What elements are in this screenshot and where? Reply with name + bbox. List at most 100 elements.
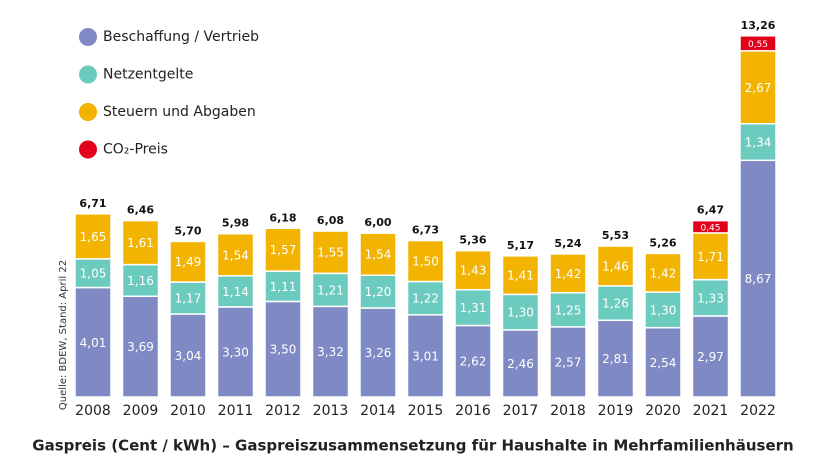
segment-label: 1,65 xyxy=(80,230,107,244)
segment-label: 1,54 xyxy=(222,248,249,262)
bar-segment xyxy=(311,230,350,275)
bar-segment xyxy=(739,35,777,52)
bar-segment xyxy=(359,307,397,398)
bar-segment xyxy=(549,291,587,328)
bar-segment xyxy=(501,293,540,331)
x-tick-label: 2012 xyxy=(265,403,301,419)
segment-label: 1,26 xyxy=(602,297,629,311)
chart-title: Gaspreis (Cent / kWh) – Gaspreiszusammen… xyxy=(32,437,793,455)
segment-label: 3,32 xyxy=(317,345,344,359)
total-label: 6,08 xyxy=(317,214,344,227)
bar-segment xyxy=(406,239,445,283)
segment-label: 3,01 xyxy=(412,349,439,363)
bar-segment xyxy=(596,245,635,287)
bar-segment xyxy=(264,300,302,398)
total-label: 6,18 xyxy=(269,211,296,224)
bar-segment xyxy=(644,252,682,293)
segment-label: 1,30 xyxy=(507,306,534,320)
segment-label: 3,04 xyxy=(175,349,202,363)
bar-segment xyxy=(121,295,160,398)
bar-segment xyxy=(311,305,350,398)
segment-label: 1,43 xyxy=(460,264,487,278)
segment-label: 1,30 xyxy=(650,303,677,317)
segment-label: 2,54 xyxy=(650,356,677,370)
bar-segment xyxy=(216,275,255,308)
bar-segment xyxy=(501,329,540,398)
segment-label: 1,50 xyxy=(412,255,439,269)
x-tick-label: 2015 xyxy=(408,403,444,419)
segment-label: 2,97 xyxy=(697,350,724,364)
total-label: 6,73 xyxy=(412,224,439,237)
total-label: 6,00 xyxy=(364,216,391,229)
total-label: 5,26 xyxy=(649,236,676,249)
bar-segment xyxy=(596,285,635,322)
x-tick-label: 2021 xyxy=(693,403,729,419)
segment-label: 1,42 xyxy=(650,266,677,280)
segment-label: 1,14 xyxy=(222,285,249,299)
x-tick-label: 2011 xyxy=(218,403,254,419)
bar-segment xyxy=(169,240,207,283)
segment-label: 1,17 xyxy=(175,292,202,306)
x-tick-label: 2018 xyxy=(550,403,586,419)
segment-label: 1,49 xyxy=(175,255,202,269)
total-label: 6,47 xyxy=(697,204,724,217)
source-note: Quelle: BDEW, Stand: April 22 xyxy=(58,260,69,410)
bar-segment xyxy=(359,274,397,309)
legend-swatch xyxy=(79,103,97,121)
bar-segment xyxy=(169,281,207,315)
bar-segment xyxy=(311,272,350,308)
bar-segment xyxy=(359,232,397,276)
legend-label: Beschaffung / Vertrieb xyxy=(103,29,259,45)
x-tick-label: 2010 xyxy=(170,403,206,419)
legend-label: Steuern und Abgaben xyxy=(103,104,256,120)
segment-label: 1,42 xyxy=(555,267,582,281)
bar-segment xyxy=(74,258,112,289)
bar-segment xyxy=(74,286,112,398)
legend-label: CO₂-Preis xyxy=(103,142,168,158)
total-label: 5,98 xyxy=(222,217,249,230)
segment-label: 2,57 xyxy=(555,355,582,369)
x-tick-label: 2019 xyxy=(598,403,634,419)
total-label: 5,24 xyxy=(554,237,581,250)
total-label: 6,71 xyxy=(79,197,106,210)
x-tick-label: 2013 xyxy=(313,403,349,419)
bar-segment xyxy=(691,232,730,281)
x-tick-label: 2014 xyxy=(360,403,396,419)
segment-label: 1,11 xyxy=(270,280,297,294)
segment-label: 0,45 xyxy=(700,223,720,233)
bar-segment xyxy=(121,219,160,266)
segment-label: 3,26 xyxy=(365,346,392,360)
segment-label: 1,41 xyxy=(507,269,534,283)
bar-segment xyxy=(549,253,587,294)
segment-label: 1,54 xyxy=(365,248,392,262)
segment-label: 1,57 xyxy=(270,243,297,257)
bar-segment xyxy=(691,219,730,234)
x-tick-label: 2022 xyxy=(740,403,776,419)
legend-swatch xyxy=(79,28,97,46)
bar-segment xyxy=(74,213,112,260)
x-tick-label: 2016 xyxy=(455,403,491,419)
total-label: 6,46 xyxy=(127,204,154,217)
bar-segment xyxy=(454,249,492,291)
bar-segment xyxy=(739,122,777,162)
x-tick-label: 2017 xyxy=(503,403,539,419)
bar-segment xyxy=(644,291,682,329)
total-label: 5,17 xyxy=(507,239,534,252)
segment-label: 1,31 xyxy=(460,301,487,315)
segment-label: 1,22 xyxy=(412,292,439,306)
bar-segment xyxy=(501,255,540,296)
segment-label: 1,34 xyxy=(745,136,772,150)
segment-label: 2,67 xyxy=(745,81,772,95)
total-label: 13,26 xyxy=(741,19,776,32)
x-tick-label: 2020 xyxy=(645,403,681,419)
segment-label: 1,05 xyxy=(80,267,107,281)
segment-label: 2,81 xyxy=(602,352,629,366)
segment-label: 1,25 xyxy=(555,303,582,317)
segment-label: 1,21 xyxy=(317,283,344,297)
segment-label: 3,50 xyxy=(270,343,297,357)
segment-label: 3,69 xyxy=(127,340,154,354)
legend-swatch xyxy=(79,65,97,84)
segment-label: 2,46 xyxy=(507,357,534,371)
segment-label: 1,46 xyxy=(602,259,629,273)
